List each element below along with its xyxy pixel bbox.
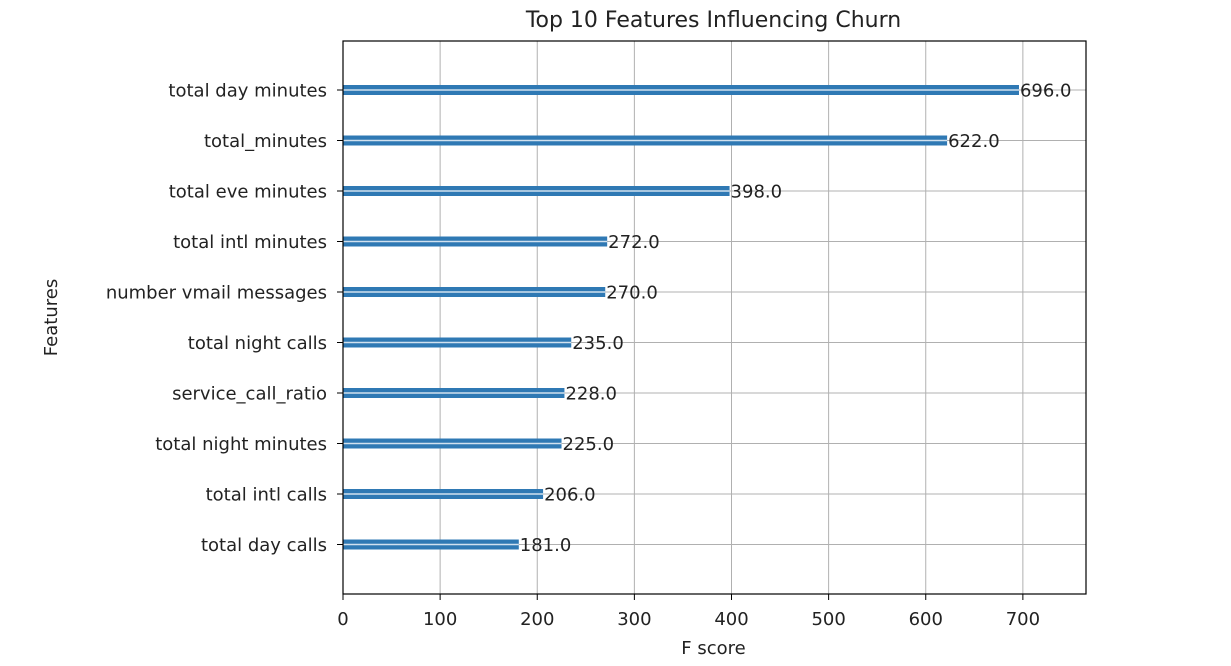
x-tick-label: 200 (520, 609, 554, 630)
value-label: 270.0 (606, 283, 658, 304)
axis-ticks: 0 100 200 300 400 500 600 700 total day minutes t… (106, 81, 1040, 631)
value-label: 181.0 (520, 535, 572, 556)
y-tick-label: service_call_ratio (172, 384, 327, 405)
plot-frame (342, 40, 1087, 595)
value-label: 206.0 (544, 485, 596, 506)
y-tick-label: total night calls (188, 333, 327, 354)
value-label: 398.0 (731, 182, 783, 203)
bars (343, 85, 1019, 550)
value-label: 696.0 (1020, 81, 1072, 102)
value-label: 622.0 (948, 131, 1000, 152)
value-label: 225.0 (563, 434, 615, 455)
y-tick-label: total_minutes (204, 131, 327, 152)
x-axis-label: F score (681, 638, 745, 659)
y-axis-label: Features (41, 279, 62, 356)
y-tick-label: total day minutes (168, 81, 327, 102)
x-tick-label: 400 (714, 609, 748, 630)
y-tick-label: total eve minutes (169, 182, 327, 203)
x-tick-label: 300 (617, 609, 651, 630)
value-label: 235.0 (572, 333, 624, 354)
value-labels: 696.0 622.0 398.0 272.0 270.0 235.0 228.0 225.0… (520, 81, 1072, 557)
y-tick-label: total intl calls (206, 485, 327, 506)
y-tick-label: number vmail messages (106, 283, 327, 304)
y-tick-label: total night minutes (155, 434, 327, 455)
value-label: 272.0 (608, 232, 660, 253)
y-tick-label: total intl minutes (173, 232, 327, 253)
x-tick-label: 500 (811, 609, 845, 630)
chart-title: Top 10 Features Influencing Churn (525, 8, 901, 33)
value-label: 228.0 (565, 384, 617, 405)
y-tick-label: total day calls (201, 535, 327, 556)
x-tick-label: 100 (423, 609, 457, 630)
x-tick-label: 600 (909, 609, 943, 630)
x-tick-label: 700 (1006, 609, 1040, 630)
x-tick-label: 0 (337, 609, 348, 630)
grid-lines (342, 41, 1086, 594)
